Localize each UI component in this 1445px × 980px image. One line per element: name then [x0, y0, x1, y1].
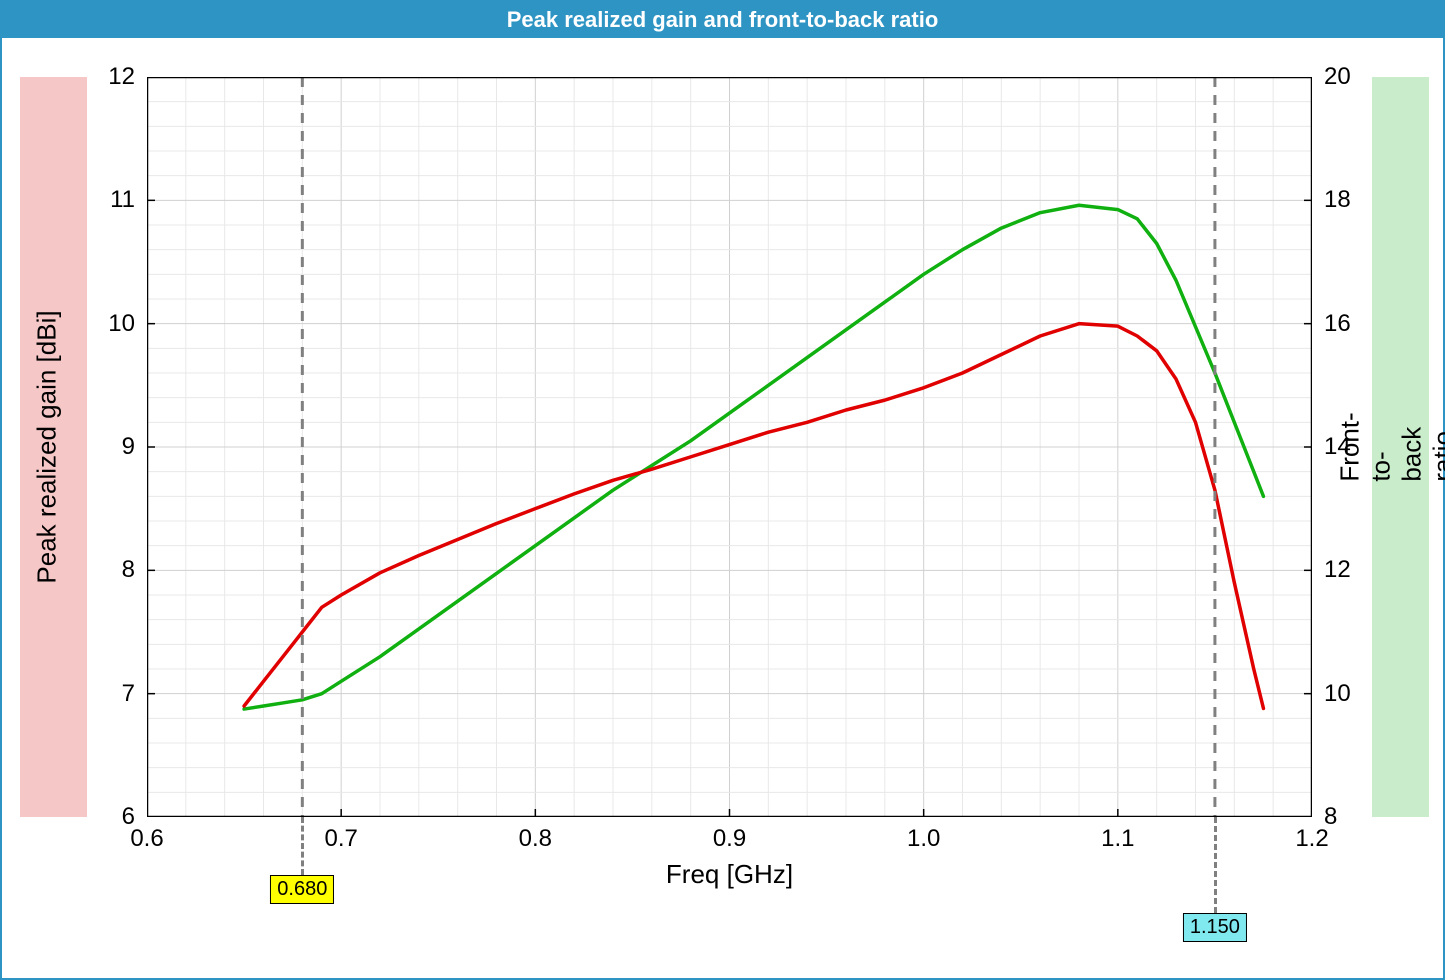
- y-right-tick-label: 10: [1324, 680, 1351, 708]
- y-right-tick-label: 16: [1324, 310, 1351, 338]
- x-tick-label: 0.9: [713, 825, 746, 853]
- y-left-tick-label: 8: [122, 556, 135, 584]
- marker-label: 0.680: [270, 875, 334, 904]
- chart-frame: Peak realized gain and front-to-back rat…: [0, 0, 1445, 980]
- plot-area: [147, 77, 1312, 817]
- y-left-axis-label: Peak realized gain [dBi]: [32, 310, 63, 583]
- chart-title: Peak realized gain and front-to-back rat…: [2, 2, 1443, 38]
- y-left-tick-label: 11: [110, 186, 135, 214]
- x-tick-label: 0.7: [324, 825, 357, 853]
- y-right-tick-label: 12: [1324, 556, 1351, 584]
- y-left-tick-label: 9: [122, 433, 135, 461]
- y-right-tick-label: 20: [1324, 63, 1351, 91]
- y-right-axis-label: Front-to-back ratio [dB]: [1335, 412, 1445, 481]
- x-tick-label: 0.6: [130, 825, 163, 853]
- x-tick-label: 1.0: [907, 825, 940, 853]
- y-left-tick-label: 10: [108, 310, 135, 338]
- y-right-tick-label: 8: [1324, 803, 1337, 831]
- x-tick-label: 0.8: [519, 825, 552, 853]
- y-right-tick-label: 18: [1324, 186, 1351, 214]
- marker-line-extension: [1214, 817, 1217, 913]
- y-right-tick-label: 14: [1324, 433, 1351, 461]
- x-tick-label: 1.1: [1101, 825, 1134, 853]
- y-left-tick-label: 7: [122, 680, 135, 708]
- y-left-tick-label: 6: [122, 803, 135, 831]
- marker-label: 1.150: [1183, 913, 1247, 942]
- marker-line-extension: [301, 817, 304, 875]
- x-axis-label: Freq [GHz]: [666, 859, 793, 890]
- y-left-tick-label: 12: [108, 63, 135, 91]
